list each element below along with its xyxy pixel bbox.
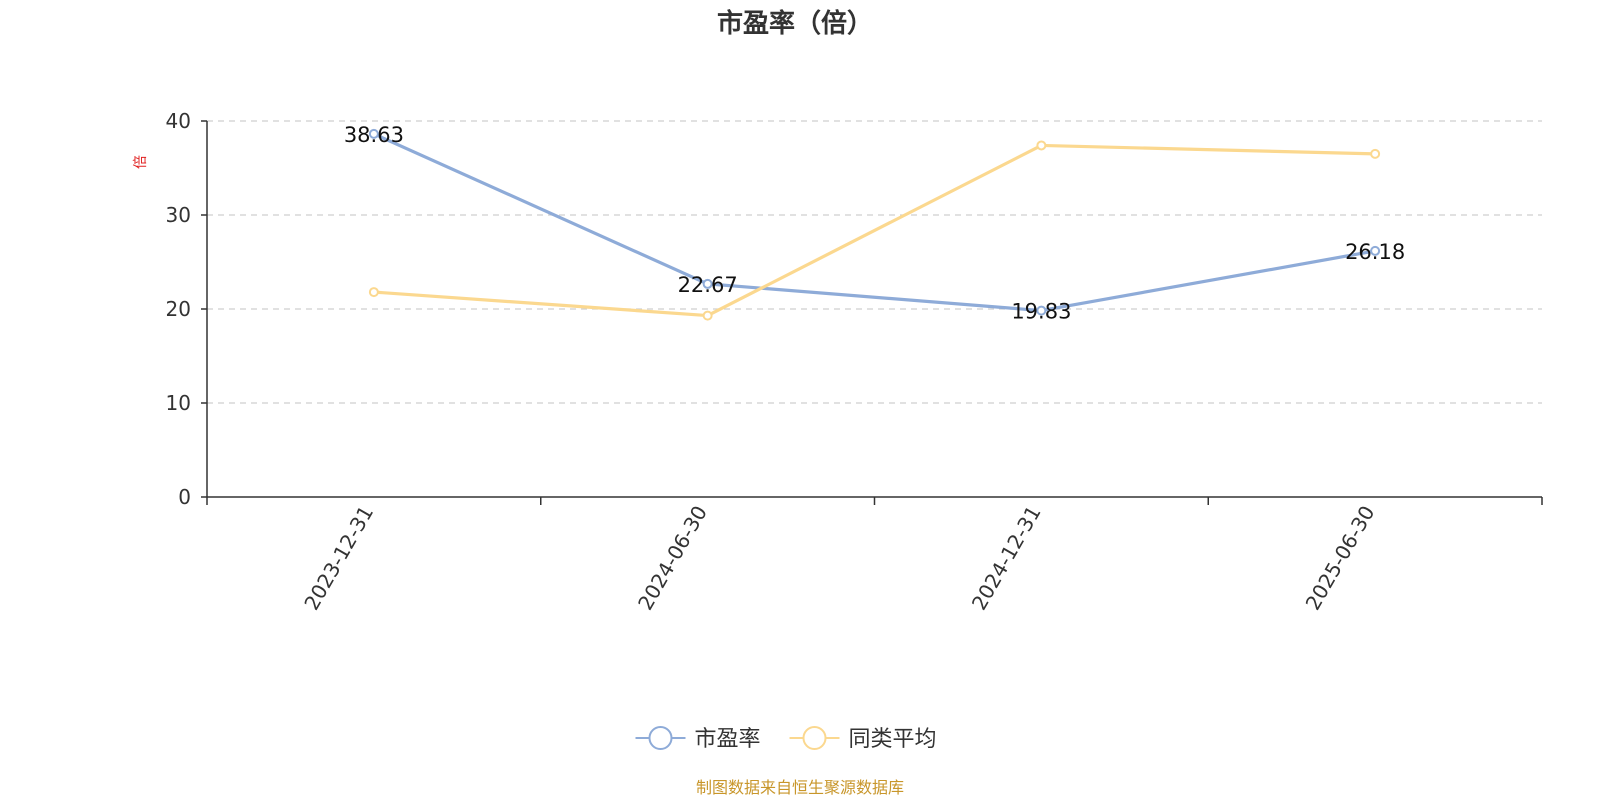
data-label: 22.67 (678, 273, 738, 297)
data-point[interactable] (368, 128, 379, 139)
series-line (373, 143, 1376, 318)
y-tick-label: 30 (166, 203, 191, 227)
data-label: 19.83 (1011, 300, 1071, 324)
axes: 0 10 20 30 40 2023-12-31 2024-06-30 2024-12-31 2… (166, 109, 1543, 615)
x-tick-label: 2023-12-31 (299, 502, 378, 615)
data-source-note: 制图数据来自恒生聚源数据库 (696, 778, 904, 797)
series-line (373, 132, 1376, 313)
y-axis-unit-label: 倍 (133, 155, 149, 169)
legend[interactable]: 市盈率 同类平均 (635, 726, 937, 752)
data-label: 38.63 (344, 123, 404, 147)
legend-item[interactable]: 市盈率 (635, 726, 761, 752)
y-tick-label: 10 (166, 391, 191, 415)
data-point[interactable] (368, 287, 379, 298)
data-labels: 38.63 22.67 19.83 26.18 (344, 123, 1405, 324)
legend-label: 市盈率 (695, 727, 761, 752)
legend-label: 同类平均 (849, 727, 937, 752)
chart-title: 市盈率（倍） (717, 8, 873, 39)
y-tick-label: 40 (166, 109, 191, 133)
x-tick-label: 2024-06-30 (633, 502, 712, 615)
data-label: 26.18 (1345, 240, 1405, 264)
data-point[interactable] (1036, 305, 1047, 316)
x-tick-label: 2025-06-30 (1301, 502, 1380, 615)
y-tick-label: 0 (178, 485, 191, 509)
legend-marker-icon (648, 726, 673, 750)
legend-marker-icon (802, 726, 827, 750)
grid-lines (207, 120, 1542, 404)
series-layer (368, 128, 1381, 321)
data-point[interactable] (1370, 148, 1381, 159)
data-point[interactable] (702, 310, 713, 321)
legend-item[interactable]: 同类平均 (789, 726, 937, 752)
y-tick-label: 20 (166, 297, 191, 321)
data-point[interactable] (1036, 140, 1047, 151)
data-point[interactable] (1370, 245, 1381, 256)
x-tick-label: 2024-12-31 (967, 502, 1046, 615)
data-point[interactable] (702, 278, 713, 289)
